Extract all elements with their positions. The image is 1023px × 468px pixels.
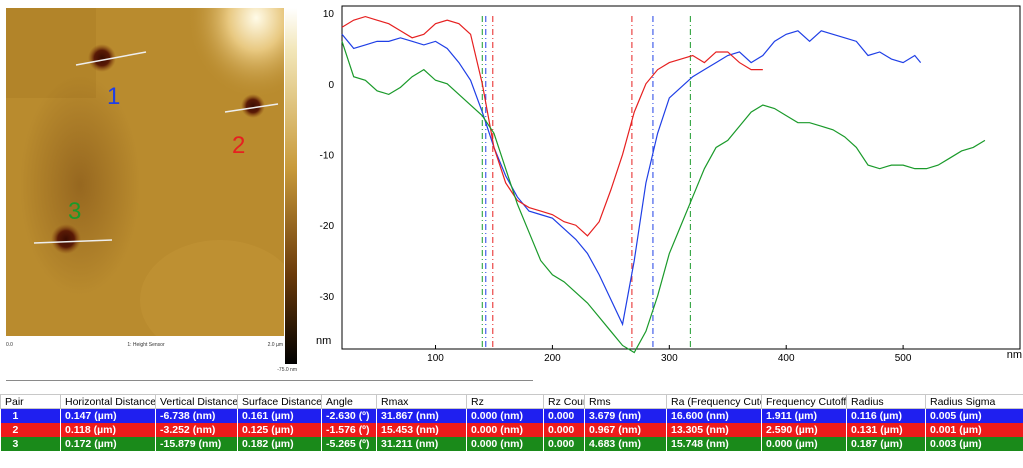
y-tick-label: -20: [320, 221, 335, 232]
marker-label-2: 2: [232, 132, 245, 159]
table-cell: 0.003 (µm): [925, 437, 1023, 451]
table-cell: 0.187 (µm): [846, 437, 926, 451]
profile-line-3[interactable]: [33, 239, 113, 244]
table-cell: 2: [0, 423, 61, 437]
table-cell: 0.147 (µm): [60, 408, 156, 423]
table-row[interactable]: 3 0.172 (µm) -15.879 (nm) 0.182 (µm) -5.265 …: [0, 437, 1023, 451]
y-tick-label: -10: [320, 151, 335, 162]
table-cell: -15.879 (nm): [155, 437, 238, 451]
table-top-divider: [6, 380, 533, 381]
x-tick-label: 200: [544, 353, 561, 364]
y-tick-label: 10: [323, 9, 335, 20]
table-cell: 0.000 (nm): [466, 437, 544, 451]
column-header[interactable]: Radius Sigma: [925, 394, 1023, 409]
profile-series-3: [341, 41, 986, 354]
table-cell: 0.131 (µm): [846, 423, 926, 437]
x-tick-label: 100: [427, 353, 444, 364]
column-header[interactable]: Rz: [466, 394, 544, 409]
table-cell: 13.305 (nm): [666, 423, 762, 437]
scale-min-label: -75.0 nm: [277, 367, 297, 373]
x-tick-label: 500: [895, 353, 912, 364]
profile-series-1: [341, 30, 922, 327]
table-cell: 4.683 (nm): [584, 437, 667, 451]
pit-2: [241, 94, 265, 118]
table-cell: 0.116 (µm): [846, 408, 926, 423]
table-cell: 16.600 (nm): [666, 408, 762, 423]
table-cell: 15.453 (nm): [376, 423, 467, 437]
section-profile-chart: 100-10-20-30 100 200 300 400 500 nm nm: [316, 5, 1022, 364]
table-cell: -6.738 (nm): [155, 408, 238, 423]
table-cell: 0.000 (nm): [466, 423, 544, 437]
table-cell: 0.005 (µm): [925, 408, 1023, 423]
table-cell: 2.590 (µm): [761, 423, 847, 437]
table-cell: -2.630 (º): [321, 408, 377, 423]
table-row[interactable]: 1 0.147 (µm) -6.738 (nm) 0.161 (µm) -2.630 (…: [0, 408, 1023, 423]
afm-height-image-panel: 1 2 3 0.0 1: Height Sensor 2.0 µm -75.0 …: [6, 8, 297, 373]
table-cell: 0.967 (nm): [584, 423, 667, 437]
table-cell: 1.911 (µm): [761, 408, 847, 423]
column-header[interactable]: Pair: [0, 394, 61, 409]
marker-label-3: 3: [68, 198, 81, 225]
table-cell: 0.000: [543, 437, 585, 451]
table-cell: 0.000 (µm): [761, 437, 847, 451]
table-cell: 15.748 (nm): [666, 437, 762, 451]
column-header[interactable]: Surface Distance: [237, 394, 322, 409]
table-cell: 0.118 (µm): [60, 423, 156, 437]
marker-label-1: 1: [107, 83, 120, 110]
table-row[interactable]: 2 0.118 (µm) -3.252 (nm) 0.125 (µm) -1.576 (…: [0, 423, 1023, 437]
table-cell: 31.867 (nm): [376, 408, 467, 423]
table-cell: -3.252 (nm): [155, 423, 238, 437]
column-header[interactable]: Vertical Distance: [155, 394, 238, 409]
pit-1: [88, 44, 116, 72]
column-header[interactable]: Frequency Cutoff: [761, 394, 847, 409]
x-axis-end-label: 2.0 µm: [268, 342, 283, 348]
profile-line-1[interactable]: [75, 51, 147, 66]
table-cell: 31.211 (nm): [376, 437, 467, 451]
image-caption: 1: Height Sensor: [127, 342, 165, 348]
table-cell: 0.161 (µm): [237, 408, 322, 423]
column-header[interactable]: Horizontal Distance: [60, 394, 156, 409]
table-cell: 0.172 (µm): [60, 437, 156, 451]
column-header[interactable]: Ra (Frequency Cutoff): [666, 394, 762, 409]
x-tick-label: 400: [778, 353, 795, 364]
column-header[interactable]: Rmax: [376, 394, 467, 409]
y-tick-label: 0: [328, 80, 334, 91]
table-cell: 0.000: [543, 423, 585, 437]
plot-frame: [341, 5, 1021, 350]
table-cell: 0.000: [543, 408, 585, 423]
column-header[interactable]: Rz Count: [543, 394, 585, 409]
table-cell: 1: [0, 408, 61, 423]
table-cell: 3: [0, 437, 61, 451]
table-cell: -1.576 (º): [321, 423, 377, 437]
color-scale-bar: [285, 8, 297, 364]
x-axis-unit-label: nm: [1007, 349, 1022, 361]
column-header[interactable]: Angle: [321, 394, 377, 409]
y-tick-label: -30: [320, 292, 335, 303]
profile-series-2: [341, 15, 763, 237]
table-cell: 0.182 (µm): [237, 437, 322, 451]
table-cell: 0.125 (µm): [237, 423, 322, 437]
table-cell: -5.265 (º): [321, 437, 377, 451]
table-cell: 3.679 (nm): [584, 408, 667, 423]
profile-line-2[interactable]: [224, 103, 279, 113]
x-tick-label: 300: [661, 353, 678, 364]
y-axis-unit-label: nm: [316, 335, 331, 347]
column-header[interactable]: Radius: [846, 394, 926, 409]
table-header-row: Pair Horizontal Distance Vertical Distance…: [0, 394, 1023, 409]
measurement-table: Pair Horizontal Distance Vertical Distance…: [0, 394, 1023, 451]
pit-3: [51, 224, 81, 254]
x-axis-start-label: 0.0: [6, 342, 13, 348]
table-cell: 0.000 (nm): [466, 408, 544, 423]
column-header[interactable]: Rms: [584, 394, 667, 409]
table-cell: 0.001 (µm): [925, 423, 1023, 437]
